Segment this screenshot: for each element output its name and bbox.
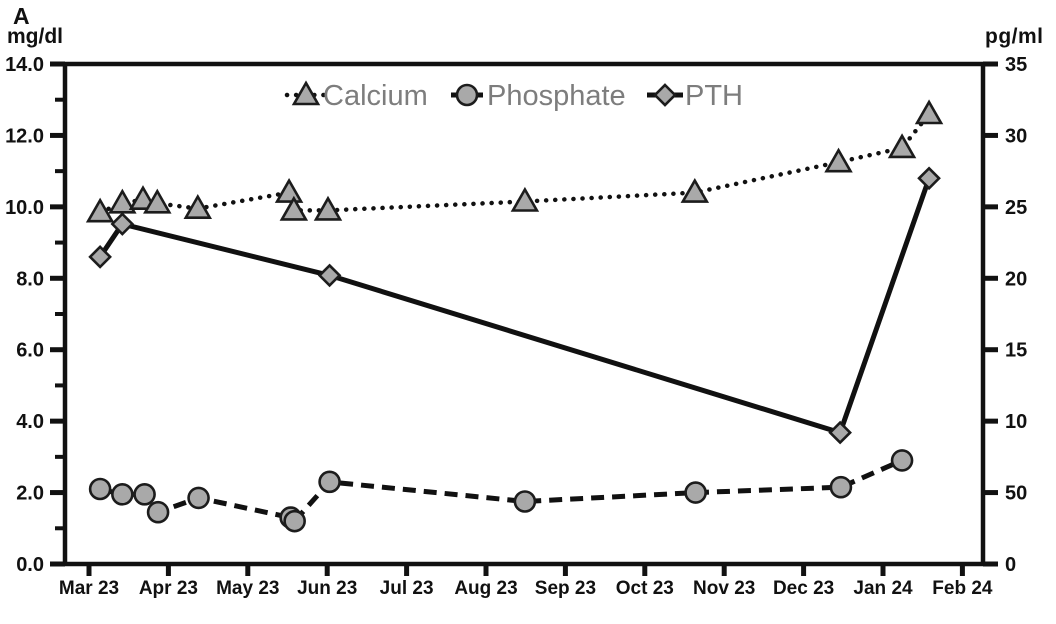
data-point-phosphate	[318, 470, 341, 494]
right-axis-tick-label: 25	[1005, 197, 1027, 219]
data-point-pth	[317, 263, 342, 288]
x-axis-tick-label: Jan 24	[853, 578, 913, 599]
right-axis-tick-label: 30	[1005, 125, 1027, 147]
data-point-calcium	[313, 195, 343, 221]
data-point-calcium	[279, 195, 309, 221]
series-line-pth	[98, 177, 932, 436]
left-axis-tick-label: 14.0	[5, 54, 44, 76]
x-axis-tick-label: Jul 23	[380, 578, 434, 599]
x-axis-tick-label: May 23	[216, 578, 279, 599]
right-axis-tick-label: 15	[1005, 340, 1027, 362]
left-axis-tick-label: 10.0	[5, 197, 44, 219]
data-point-phosphate	[111, 483, 134, 506]
x-axis-tick-label: Sep 23	[535, 578, 596, 599]
data-point-calcium	[914, 99, 944, 125]
right-axis-tick-label: 20	[1005, 268, 1027, 290]
series-line-phosphate	[99, 458, 904, 525]
data-point-phosphate	[146, 500, 170, 524]
legend-swatch-marker-phosphate	[455, 83, 479, 107]
data-point-phosphate	[187, 486, 210, 510]
series-line-calcium	[97, 111, 932, 215]
x-axis-tick-label: Apr 23	[139, 578, 198, 599]
right-axis-tick-label: 50	[1005, 483, 1027, 505]
data-point-phosphate	[890, 449, 914, 472]
left-axis-tick-label: 0.0	[16, 554, 44, 576]
data-point-phosphate	[513, 490, 537, 513]
data-point-phosphate	[684, 481, 707, 504]
right-axis-unit-label: pg/ml	[985, 25, 1044, 48]
left-axis-tick-label: 12.0	[5, 125, 44, 147]
data-point-calcium	[274, 177, 304, 203]
legend-label-calcium: Calcium	[323, 80, 428, 112]
x-axis-tick-label: Dec 23	[773, 578, 834, 599]
legend-label-phosphate: Phosphate	[487, 80, 626, 112]
right-axis-tick-label: 35	[1005, 54, 1027, 76]
left-axis-tick-label: 8.0	[16, 268, 44, 290]
right-axis-tick-label: 0	[1005, 554, 1016, 576]
data-point-pth	[917, 166, 941, 191]
data-point-phosphate	[88, 477, 112, 501]
x-axis-tick-label: Nov 23	[693, 578, 755, 599]
data-point-calcium	[85, 197, 115, 223]
data-point-calcium	[824, 147, 853, 173]
legend-swatch-marker-pth	[653, 83, 677, 107]
data-point-pth	[88, 245, 112, 269]
data-point-calcium	[680, 177, 710, 203]
x-axis-tick-label: Jun 23	[297, 578, 357, 599]
data-point-pth	[110, 212, 135, 236]
data-point-phosphate	[829, 475, 853, 499]
data-point-phosphate	[283, 509, 306, 533]
left-axis-unit-label: mg/dl	[7, 25, 63, 48]
data-point-pth	[828, 420, 852, 445]
data-point-calcium	[887, 133, 917, 159]
x-axis-tick-label: Aug 23	[454, 578, 517, 599]
legend-label-pth: PTH	[685, 80, 743, 112]
data-point-calcium	[143, 188, 172, 214]
data-point-calcium	[183, 194, 213, 219]
data-point-phosphate	[133, 483, 156, 506]
left-axis-tick-label: 4.0	[16, 411, 44, 433]
legend-swatch-marker-calcium	[291, 80, 321, 106]
left-axis-tick-label: 6.0	[16, 340, 44, 362]
left-axis-tick-label: 2.0	[16, 483, 44, 505]
panel-label: A	[13, 3, 30, 29]
right-axis-tick-label: 10	[1005, 411, 1027, 433]
x-axis-tick-label: Oct 23	[616, 578, 674, 599]
x-axis-tick-label: Feb 24	[932, 578, 993, 599]
data-point-calcium	[510, 186, 540, 212]
x-axis-tick-label: Mar 23	[59, 578, 119, 599]
